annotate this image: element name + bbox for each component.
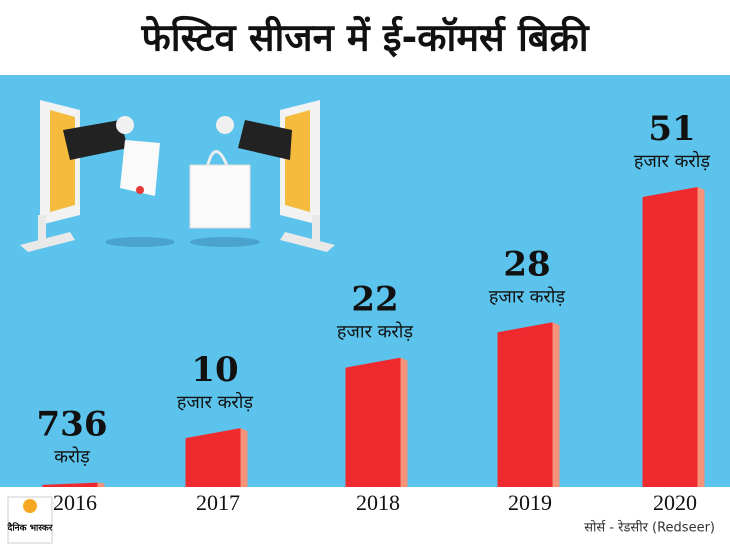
value-label: 10	[191, 350, 238, 390]
bar	[642, 187, 698, 487]
footer	[0, 487, 730, 548]
unit-label: करोड़	[54, 446, 90, 468]
bar	[185, 428, 241, 487]
x-tick-label: 2020	[653, 490, 697, 515]
logo: दैनिक भास्कर	[7, 522, 53, 534]
x-tick-label: 2019	[508, 490, 552, 515]
bar-side	[240, 428, 248, 487]
unit-label: हजार करोड़	[337, 321, 414, 343]
x-tick-label: 2017	[196, 490, 240, 515]
bar	[497, 322, 553, 487]
unit-label: हजार करोड़	[177, 391, 254, 413]
logo-sun	[23, 499, 37, 513]
bar-side	[697, 187, 705, 487]
bar	[42, 482, 98, 487]
bar-side	[552, 322, 560, 487]
chart-title: फेस्टिव सीजन में ई-कॉमर्स बिक्री	[140, 16, 589, 60]
value-label: 28	[503, 244, 550, 284]
unit-label: हजार करोड़	[489, 285, 566, 307]
x-tick-label: 2018	[356, 490, 400, 515]
unit-label: हजार करोड़	[634, 150, 711, 172]
illustration	[20, 100, 335, 252]
source: सोर्स - रेडसीर (Redseer)	[584, 520, 715, 536]
bar-side	[400, 357, 408, 487]
value-label: 22	[351, 280, 398, 320]
value-label: 736	[37, 405, 108, 445]
bar	[345, 357, 401, 487]
x-tick-label: 2016	[53, 490, 97, 515]
bar-side	[97, 482, 105, 487]
value-label: 51	[648, 109, 695, 149]
